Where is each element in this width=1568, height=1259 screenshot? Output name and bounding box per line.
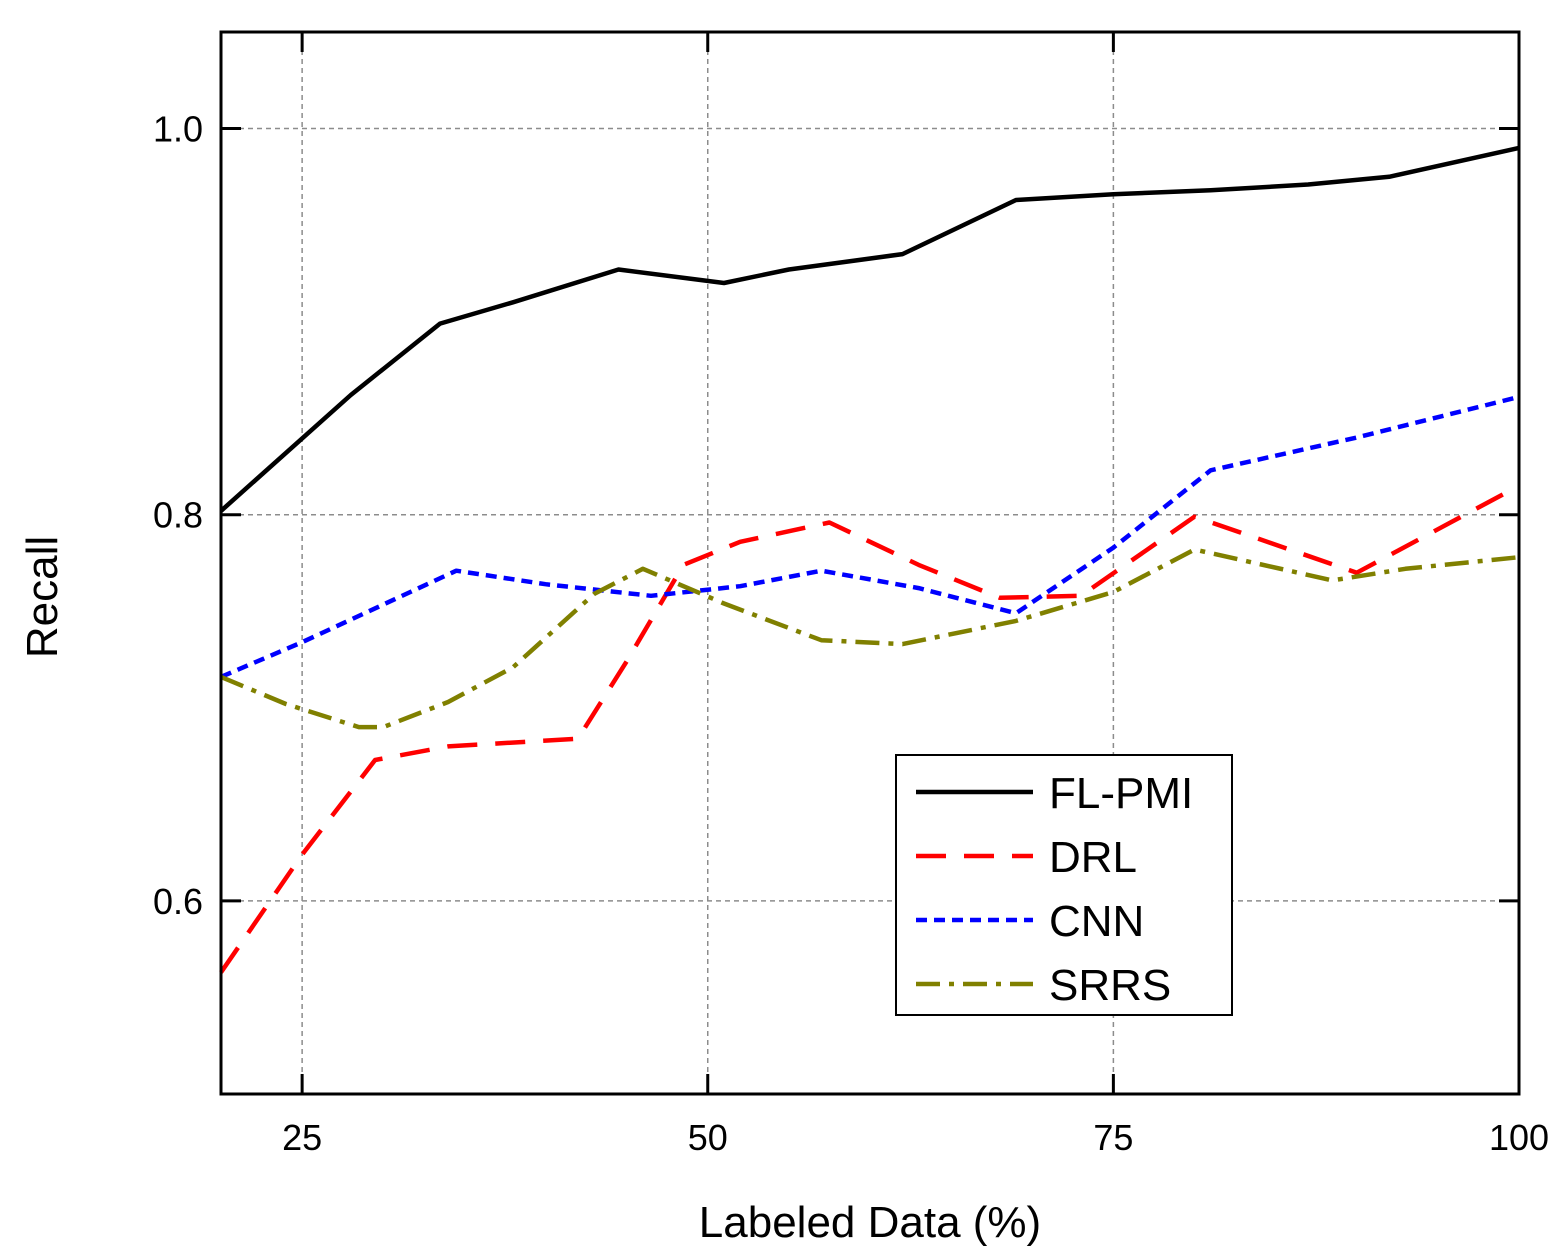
series-line-srrs xyxy=(220,547,1520,730)
series-line-drl xyxy=(219,483,1521,974)
plot-frame xyxy=(219,30,1521,1096)
legend-label-fl-pmi: FL-PMI xyxy=(1049,769,1193,818)
x-tick-label: 75 xyxy=(1093,1117,1133,1158)
series-line-cnn xyxy=(220,394,1520,679)
legend-label-srrs: SRRS xyxy=(1049,961,1171,1010)
series-line-fl-pmi xyxy=(219,145,1520,513)
x-tick-label: 25 xyxy=(282,1117,322,1158)
x-tick-label: 50 xyxy=(688,1117,728,1158)
y-tick-label: 0.6 xyxy=(153,881,203,922)
axis-ticks: 25 50 75 100 0.6 0.8 1.0 xyxy=(153,32,1549,1158)
legend-label-drl: DRL xyxy=(1049,833,1137,882)
series-lines xyxy=(219,145,1521,974)
legend-box xyxy=(895,754,1233,1016)
y-axis-title: Recall xyxy=(18,536,67,658)
y-tick-label: 0.8 xyxy=(153,495,203,536)
legend: FL-PMI DRL CNN SRRS xyxy=(895,754,1233,1016)
x-tick-label: 100 xyxy=(1489,1117,1549,1158)
x-axis-title: Labeled Data (%) xyxy=(699,1198,1041,1247)
legend-label-cnn: CNN xyxy=(1049,897,1144,946)
y-tick-label: 1.0 xyxy=(153,109,203,150)
